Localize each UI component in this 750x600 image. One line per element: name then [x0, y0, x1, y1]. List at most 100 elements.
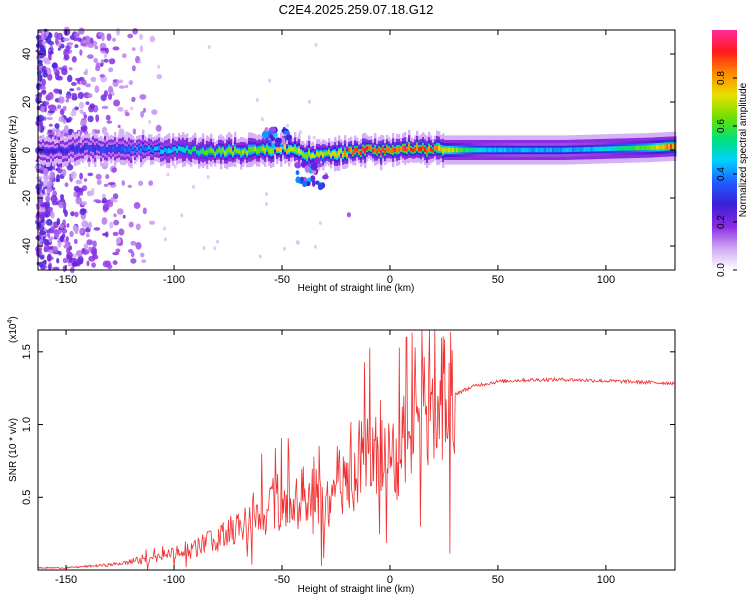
heatmap-ridge-cell [308, 150, 311, 156]
heatmap-noise-blob [56, 75, 63, 81]
heatmap-noise-blob [90, 76, 97, 83]
heatmap-ridge-cell [304, 153, 307, 158]
heatmap-ridge-cell [144, 147, 147, 152]
heatmap-ridge-cell [102, 147, 105, 152]
heatmap-ridge-cell [292, 147, 295, 152]
heatmap-noise-blob [103, 53, 107, 59]
heatmap-ridge-cell [638, 145, 641, 151]
heatmap-ridge-cell [668, 144, 671, 149]
heatmap-ridge-cell [614, 146, 617, 151]
y-tick-label: 0 [21, 147, 33, 153]
heatmap-noise-blob [138, 59, 142, 64]
heatmap-noise-blob [63, 132, 70, 137]
heatmap-noise-blob [47, 180, 53, 188]
heatmap-noise-blob [139, 45, 144, 53]
heatmap-ridge-cell [236, 149, 239, 153]
heatmap-noise-blob [307, 99, 311, 104]
colorbar-tick-label: 0.8 [716, 71, 727, 85]
heatmap-excursion-blob [315, 180, 320, 185]
heatmap-ridge-cell [228, 146, 231, 153]
heatmap-noise-blob [57, 47, 61, 51]
heatmap-noise-blob [102, 203, 110, 211]
heatmap-ridge-cell [646, 145, 649, 150]
heatmap-noise-blob [74, 106, 79, 111]
heatmap-noise-blob [59, 194, 65, 200]
heatmap-ridge-cell [192, 147, 195, 152]
heatmap-noise-blob [255, 98, 259, 102]
heatmap-ridge-cell [294, 146, 297, 152]
heatmap-noise-blob [131, 96, 136, 103]
heatmap-ridge-cell [166, 148, 169, 154]
heatmap-noise-blob [87, 115, 94, 123]
heatmap-noise-blob [86, 260, 90, 267]
heatmap-noise-blob [163, 237, 167, 242]
heatmap-ridge-cell [406, 148, 409, 153]
heatmap-noise-blob [135, 242, 142, 250]
heatmap-noise-blob [298, 130, 302, 135]
heatmap-noise-blob [93, 57, 98, 64]
heatmap-ridge-cell [536, 147, 539, 153]
heatmap-ridge-cell [476, 147, 479, 153]
heatmap-noise-blob [73, 185, 80, 192]
heatmap-ridge-cell [484, 147, 487, 153]
colorbar-tick-label: 0.4 [716, 167, 727, 181]
heatmap-noise-blob [151, 109, 158, 115]
heatmap-noise-blob [68, 116, 72, 122]
heatmap-noise-blob [95, 173, 102, 180]
heatmap-ridge-cell [432, 148, 435, 153]
heatmap-noise-blob [62, 119, 67, 124]
heatmap-ridge-cell [464, 147, 467, 153]
heatmap-noise-blob [166, 172, 170, 177]
heatmap-noise-blob [70, 171, 77, 179]
heatmap-ridge-cell [574, 147, 577, 152]
heatmap-ridge-cell [202, 148, 205, 154]
heatmap-ridge-cell [528, 147, 531, 153]
heatmap-ridge-cell [88, 147, 91, 153]
heatmap-ridge-cell [220, 149, 223, 155]
heatmap-noise-blob [260, 117, 264, 122]
heatmap-noise-blob [105, 114, 111, 121]
heatmap-noise-blob [101, 197, 108, 204]
heatmap-ridge-cell [190, 149, 193, 155]
heatmap-ridge-cell [268, 147, 271, 153]
heatmap-ridge-cell [156, 146, 159, 151]
heatmap-noise-blob [130, 258, 137, 264]
heatmap-ridge-cell [418, 146, 421, 152]
heatmap-noise-blob [149, 35, 156, 43]
heatmap-ridge-cell [558, 147, 561, 153]
heatmap-ridge-cell [576, 147, 579, 152]
heatmap-ridge-cell [182, 146, 185, 153]
heatmap-noise-blob [93, 199, 101, 203]
heatmap-noise-blob [107, 182, 115, 186]
heatmap-noise-blob [38, 30, 43, 34]
heatmap-ridge-cell [348, 148, 351, 152]
heatmap-noise-blob [89, 103, 95, 109]
heatmap-noise-blob [83, 114, 88, 119]
heatmap-noise-blob [101, 33, 105, 42]
heatmap-ridge-cell [104, 145, 107, 151]
heatmap-noise-blob [148, 119, 152, 124]
heatmap-ridge-cell [500, 147, 503, 153]
heatmap-ridge-cell [552, 147, 555, 153]
y-tick-label: 1.0 [21, 417, 33, 432]
heatmap-noise-blob [131, 65, 136, 72]
heatmap-noise-blob [47, 129, 53, 133]
heatmap-ridge-cell [160, 149, 163, 155]
heatmap-noise-blob [78, 191, 84, 196]
heatmap-noise-blob [56, 218, 61, 225]
heatmap-ridge-cell [598, 146, 601, 152]
heatmap-noise-blob [48, 237, 53, 243]
heatmap-noise-blob [108, 67, 114, 73]
heatmap-ridge-cell [118, 145, 121, 151]
heatmap-noise-blob [156, 74, 163, 80]
heatmap-noise-blob [127, 184, 132, 188]
heatmap-ridge-cell [354, 148, 357, 153]
x-tick-label: -150 [55, 574, 77, 586]
heatmap-noise-blob [82, 111, 86, 116]
heatmap-ridge-cell [472, 147, 475, 153]
heatmap-ridge-cell [48, 149, 51, 155]
heatmap-noise-blob [46, 185, 53, 192]
heatmap-ridge-cell [52, 148, 55, 154]
heatmap-noise-blob [112, 231, 119, 237]
heatmap-ridge-cell [68, 146, 71, 152]
